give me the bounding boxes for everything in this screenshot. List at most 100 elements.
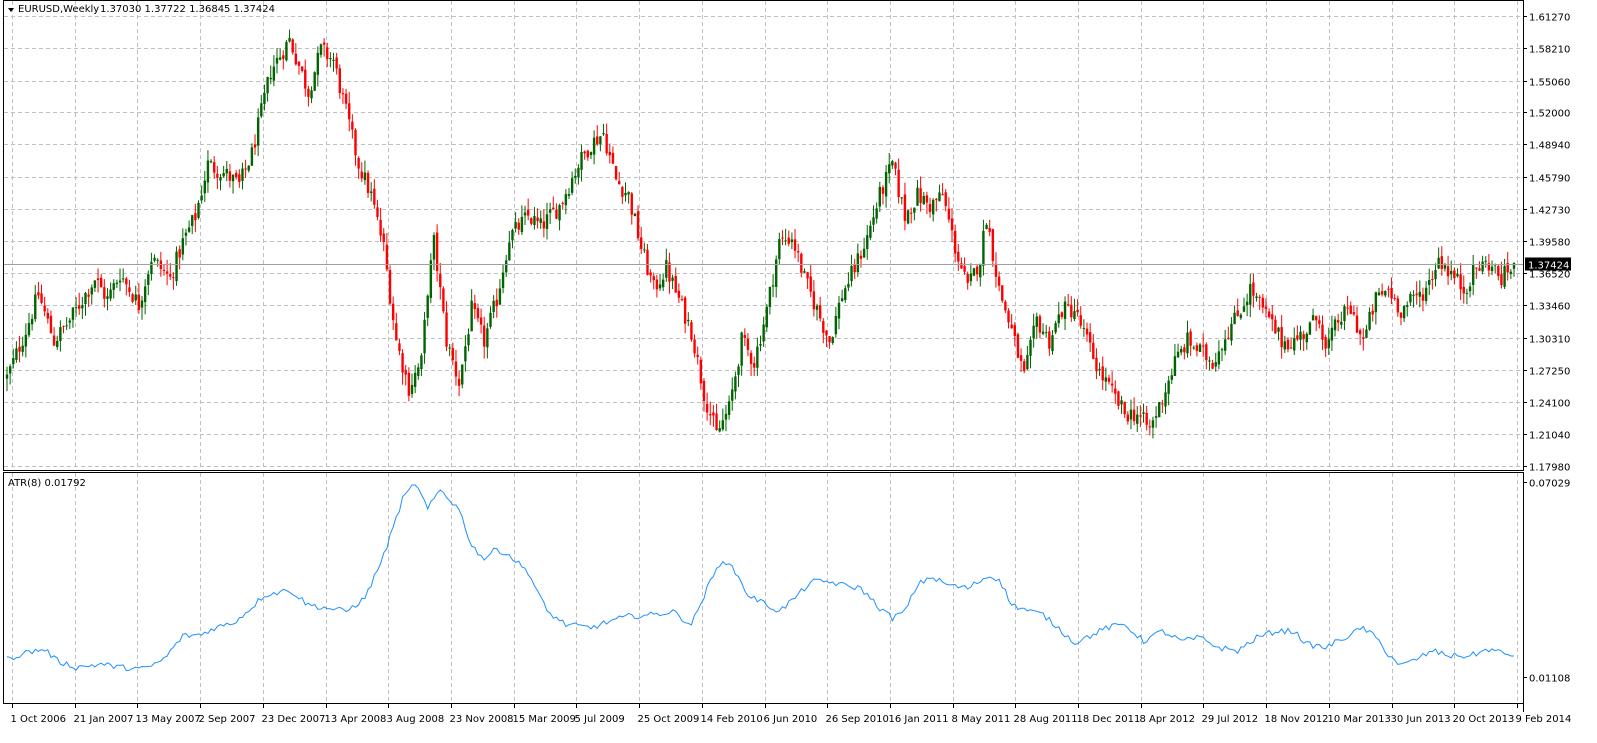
candle-bear bbox=[881, 187, 885, 194]
candle-bull bbox=[602, 133, 605, 135]
candle-bull bbox=[523, 212, 527, 216]
candle-bear bbox=[825, 330, 828, 336]
candle-bull bbox=[15, 348, 18, 360]
candle-bear bbox=[1205, 344, 1208, 361]
candle-bull bbox=[580, 151, 583, 170]
candle-bear bbox=[674, 275, 677, 293]
candle-bear bbox=[1148, 426, 1152, 428]
candle-bull bbox=[878, 186, 882, 207]
candle-bull bbox=[740, 332, 743, 366]
candle-bull bbox=[844, 288, 847, 301]
candle-bear bbox=[473, 303, 476, 310]
candle-bear bbox=[1016, 334, 1020, 358]
candle-bear bbox=[1101, 366, 1104, 381]
dropdown-triangle-icon[interactable] bbox=[8, 8, 14, 12]
candle-bull bbox=[34, 294, 37, 320]
candle-bear bbox=[1088, 332, 1092, 343]
candle-bear bbox=[1487, 263, 1491, 271]
candle-bear bbox=[282, 55, 285, 59]
candle-bull bbox=[1330, 327, 1334, 341]
candle-bear bbox=[1066, 304, 1070, 306]
candle-bear bbox=[1261, 297, 1265, 308]
candle-bull bbox=[718, 428, 721, 432]
candle-bear bbox=[894, 162, 897, 169]
candle-bull bbox=[209, 161, 213, 163]
candle-bull bbox=[153, 257, 156, 261]
candle-bear bbox=[385, 244, 389, 270]
candle-bear bbox=[87, 294, 90, 297]
candle-bull bbox=[1340, 321, 1343, 325]
candle-bull bbox=[187, 227, 191, 232]
candle-bear bbox=[454, 361, 458, 377]
candle-bear bbox=[1019, 355, 1023, 361]
candle-bear bbox=[1095, 357, 1098, 372]
candle-bull bbox=[191, 215, 194, 226]
candle-bear bbox=[228, 171, 232, 181]
time-tick-label: 26 Sep 2010 bbox=[826, 714, 889, 725]
candle-bear bbox=[793, 239, 797, 251]
candle-bear bbox=[1478, 268, 1481, 271]
candle-bear bbox=[1267, 311, 1271, 318]
candle-bear bbox=[354, 129, 357, 156]
time-tick-label: 8 Apr 2012 bbox=[1140, 714, 1195, 725]
candle-bear bbox=[910, 212, 913, 214]
price-pane-border bbox=[3, 0, 1524, 471]
candle-bear bbox=[683, 297, 687, 324]
candle-bull bbox=[1249, 284, 1252, 305]
price-axis: 1.61270 1.58210 1.55060 1.52000 1.48940 1.457… bbox=[1523, 13, 1571, 474]
candle-bull bbox=[906, 210, 910, 224]
candle-bull bbox=[520, 216, 524, 233]
candle-bull bbox=[231, 174, 235, 182]
candle-bear bbox=[1453, 270, 1456, 279]
candle-bear bbox=[1085, 328, 1089, 335]
candle-bear bbox=[216, 173, 219, 178]
price-tick-label: 1.24100 bbox=[1529, 399, 1570, 410]
candle-bull bbox=[727, 401, 731, 415]
atr-grid bbox=[12, 473, 1518, 703]
candle-bull bbox=[1409, 294, 1412, 303]
candle-bull bbox=[778, 239, 781, 260]
candle-bull bbox=[1170, 375, 1173, 380]
candle-bull bbox=[834, 315, 838, 335]
candle-bull bbox=[256, 117, 260, 146]
candle-bear bbox=[404, 370, 407, 375]
atr-tick-label: 0.01108 bbox=[1529, 674, 1570, 685]
candle-bull bbox=[1293, 338, 1296, 351]
time-tick-label: 15 Mar 2009 bbox=[513, 714, 576, 725]
candle-bear bbox=[1362, 337, 1365, 339]
candle-bear bbox=[1252, 282, 1255, 296]
candle-bull bbox=[59, 327, 62, 342]
price-tick-label: 1.48940 bbox=[1529, 141, 1570, 152]
candle-bear bbox=[1321, 324, 1324, 340]
candle-bull bbox=[448, 347, 451, 349]
candle-bull bbox=[1443, 265, 1447, 269]
candle-bull bbox=[627, 192, 630, 195]
candle-bull bbox=[1173, 356, 1177, 376]
candle-bull bbox=[1104, 377, 1108, 382]
candle-bull bbox=[759, 344, 762, 346]
candle-bear bbox=[376, 207, 379, 218]
candle-bull bbox=[1465, 292, 1469, 294]
candle-bear bbox=[947, 208, 951, 220]
time-tick-label: 1 Oct 2006 bbox=[11, 714, 66, 725]
candle-bull bbox=[143, 286, 147, 303]
candle-bear bbox=[1380, 291, 1384, 295]
candle-bear bbox=[526, 209, 530, 216]
candle-bear bbox=[1296, 335, 1299, 340]
candle-bear bbox=[476, 308, 480, 319]
candle-bear bbox=[966, 273, 969, 283]
candle-bull bbox=[633, 213, 637, 217]
candle-bull bbox=[275, 57, 279, 64]
candle-bear bbox=[621, 187, 624, 197]
candle-bull bbox=[1054, 323, 1057, 333]
candle-bear bbox=[131, 294, 134, 302]
candle-bull bbox=[913, 207, 916, 213]
candle-bear bbox=[1038, 316, 1042, 333]
atr-tick-label: 0.07029 bbox=[1529, 479, 1570, 490]
candle-bear bbox=[46, 312, 50, 319]
candle-bear bbox=[1475, 267, 1478, 269]
candle-bear bbox=[897, 169, 900, 198]
candle-bull bbox=[1512, 262, 1516, 269]
